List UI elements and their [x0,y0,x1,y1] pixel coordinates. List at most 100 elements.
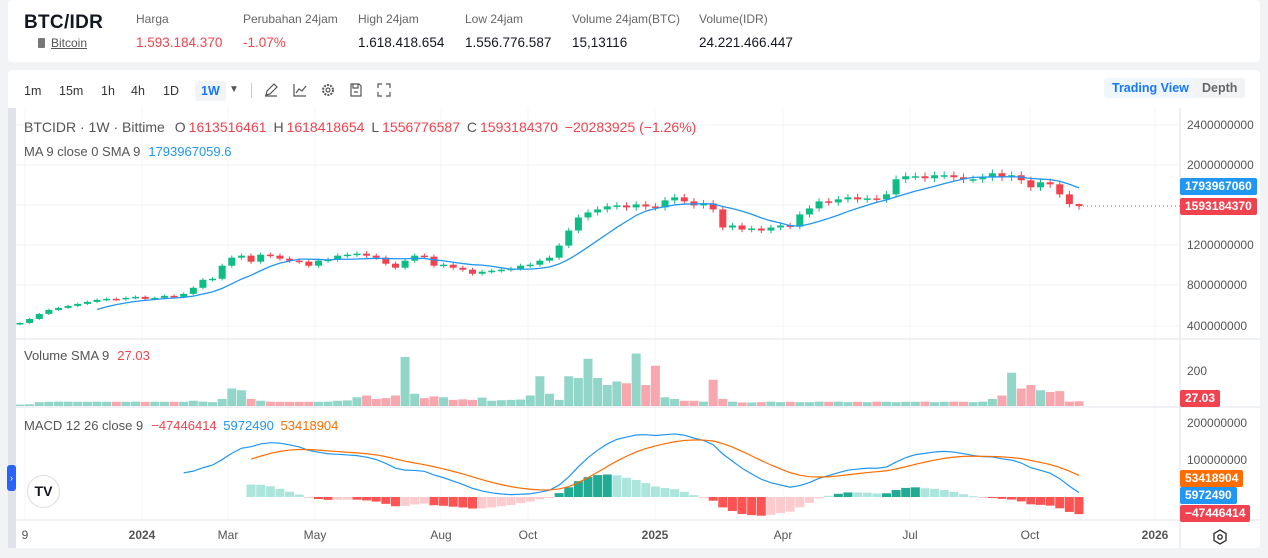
expand-sidebar-icon[interactable]: › [7,465,16,491]
tf-1m[interactable]: 1m [24,84,42,98]
macd-histogram-bar [285,491,295,497]
macd-histogram-bar [362,497,372,501]
time-tick: 9 [21,528,29,542]
volume-bar [891,402,901,406]
candle-body [796,214,804,227]
candle-body [122,297,130,300]
candle-body [1065,194,1073,205]
candle-body [1056,184,1064,195]
tradingview-logo[interactable]: TV [27,475,60,508]
book-icon [38,38,45,48]
volume-bar [670,399,680,406]
volume-bar [1035,390,1045,406]
volume-bar [419,398,429,406]
candle-body [777,225,785,228]
indicator-icon[interactable] [292,82,308,98]
macd-histogram-bar [506,497,516,505]
macd-histogram-bar [997,497,1007,499]
candle-body [555,245,563,258]
volume-bar [140,401,150,406]
time-tick: Jul [902,528,918,542]
volume-bar [92,401,102,406]
volume-bar [1074,401,1084,406]
macd-histogram-bar [843,492,853,497]
candle-body [286,258,294,261]
time-tick: 2025 [641,528,669,542]
volume-bar [949,401,959,406]
volume-bar [342,400,352,406]
candle-body [642,204,650,207]
candle-body [1027,180,1035,188]
tf-4h[interactable]: 4h [131,84,145,98]
volume-bar [650,365,660,406]
time-tick: Apr [773,528,793,542]
macd-histogram-bar [1074,497,1084,515]
chart-canvas[interactable] [16,108,1260,548]
time-tick: Oct [1020,528,1040,542]
save-icon[interactable] [348,82,364,98]
tf-1w[interactable]: 1W [195,81,226,101]
fullscreen-icon[interactable] [376,82,392,98]
candle-body [988,173,996,178]
candle-body [526,264,534,267]
volume-bar [477,397,487,406]
stat-volume-idr: Volume(IDR) 24.221.466.447 [699,12,793,50]
candle-body [93,299,101,302]
coin-link[interactable]: Bitcoin [38,36,87,50]
volume-bar [25,404,35,406]
depth-tab[interactable]: Depth [1194,78,1246,98]
candle-body [266,254,274,257]
macd-histogram-bar [1064,497,1074,512]
left-toolbar-strip [8,108,16,548]
candle-body [209,278,217,281]
settings-icon[interactable] [320,82,336,98]
candle-body [74,303,82,306]
volume-bar [814,401,824,406]
stat-volume-btc: Volume 24jam(BTC) 15,13116 [572,12,681,50]
candle-body [343,254,351,257]
candle-body [199,279,207,288]
candle-body [314,260,322,266]
volume-bar [843,402,853,406]
chart-settings-icon[interactable] [1212,529,1228,545]
volume-bar [429,396,439,406]
macd-histogram-bar [622,477,632,497]
macd-signal-line [250,439,1080,491]
tf-1d[interactable]: 1D [163,84,179,98]
candle-body [565,230,573,246]
volume-bar [73,401,83,406]
tf-1h[interactable]: 1h [101,84,115,98]
volume-bar [1064,401,1074,406]
macd-histogram-bar [419,497,429,504]
draw-icon[interactable] [263,82,279,98]
volume-bar [496,400,506,406]
ma-legend: MA 9 close 0 SMA 9 1793967059.6 [24,144,232,159]
macd-histogram-bar [833,493,843,497]
volume-bar [111,401,121,406]
volume-bar [853,401,863,406]
candle-body [478,271,486,274]
candle-body [623,205,631,208]
volume-bar [824,401,834,406]
candle-body [103,298,111,301]
tf-15m[interactable]: 15m [59,84,84,98]
volume-bar [323,401,333,406]
trading-view-tab[interactable]: Trading View [1104,78,1197,98]
chart[interactable]: BTCIDR · 1W · Bittime O 1613516461 H 161841… [16,108,1260,548]
macd-histogram-bar [487,497,497,508]
timeframe-dropdown-icon[interactable]: ▼ [229,84,239,95]
macd-histogram-bar [496,497,506,507]
volume-bar [535,376,545,406]
candle-body [141,296,149,299]
candle-body [536,260,544,265]
candle-body [430,256,438,266]
volume-bar [1007,372,1017,406]
chart-card: 1m 15m 1h 4h 1D 1W ▼ Trading View Depth [8,70,1260,548]
candle-body [449,264,457,268]
volume-bar [208,402,218,406]
candle-body [517,265,525,269]
candle-body [651,206,659,208]
macd-histogram-bar [525,497,535,502]
macd-histogram-bar [333,497,343,500]
macd-histogram-bar [853,492,863,497]
